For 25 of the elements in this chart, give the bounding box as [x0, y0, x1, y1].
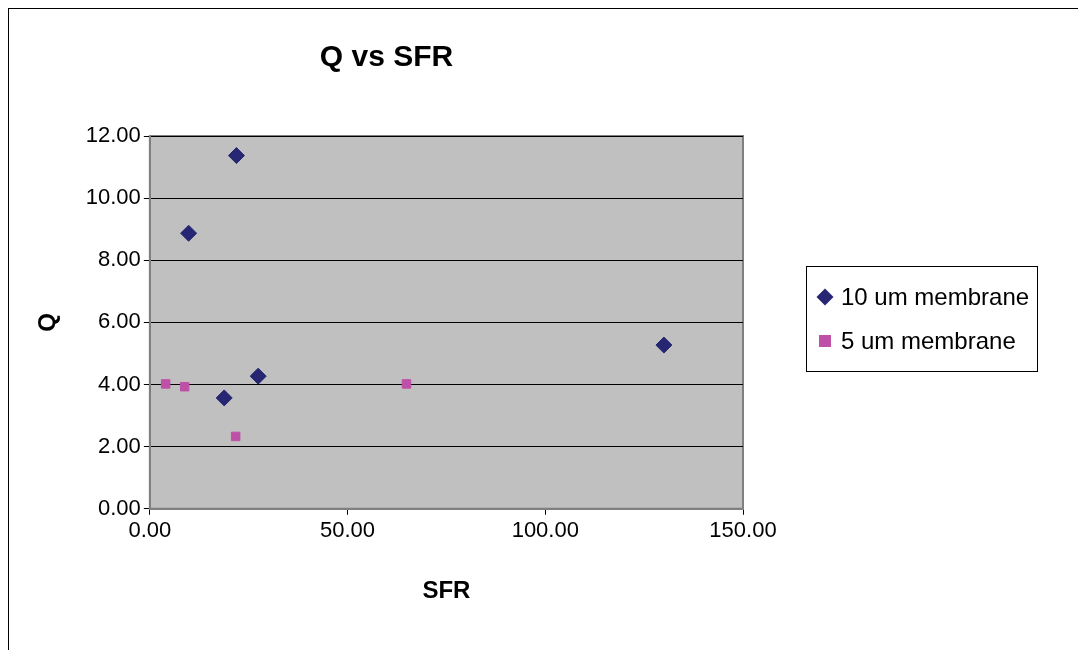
x-tick-label: 150.00	[709, 517, 777, 543]
y-tick-label: 8.00	[98, 246, 141, 272]
y-tick-label: 2.00	[98, 432, 141, 458]
point	[655, 336, 673, 354]
y-tick-label: 10.00	[85, 184, 141, 210]
y-tick-label: 6.00	[98, 308, 141, 334]
x-tick-label: 0.00	[128, 517, 172, 543]
x-tick-label: 50.00	[320, 517, 376, 543]
point	[249, 367, 267, 385]
legend-label: 10 um membrane	[841, 283, 1030, 311]
point	[215, 389, 233, 407]
y-axis-title: Q	[33, 313, 61, 332]
point	[230, 431, 241, 442]
point	[401, 379, 412, 389]
x-axis-title: SFR	[422, 576, 471, 604]
point	[227, 147, 245, 165]
x-tick-label: 100.00	[511, 517, 579, 543]
y-tick-label: 0.00	[98, 494, 141, 520]
legend-label: 5 um membrane	[841, 327, 1016, 355]
y-tick-label: 12.00	[85, 122, 141, 148]
point	[180, 224, 198, 242]
y-tick-label: 4.00	[98, 370, 141, 396]
point	[160, 379, 171, 389]
chart-title: Q vs SFR	[319, 39, 454, 73]
point	[179, 381, 190, 392]
